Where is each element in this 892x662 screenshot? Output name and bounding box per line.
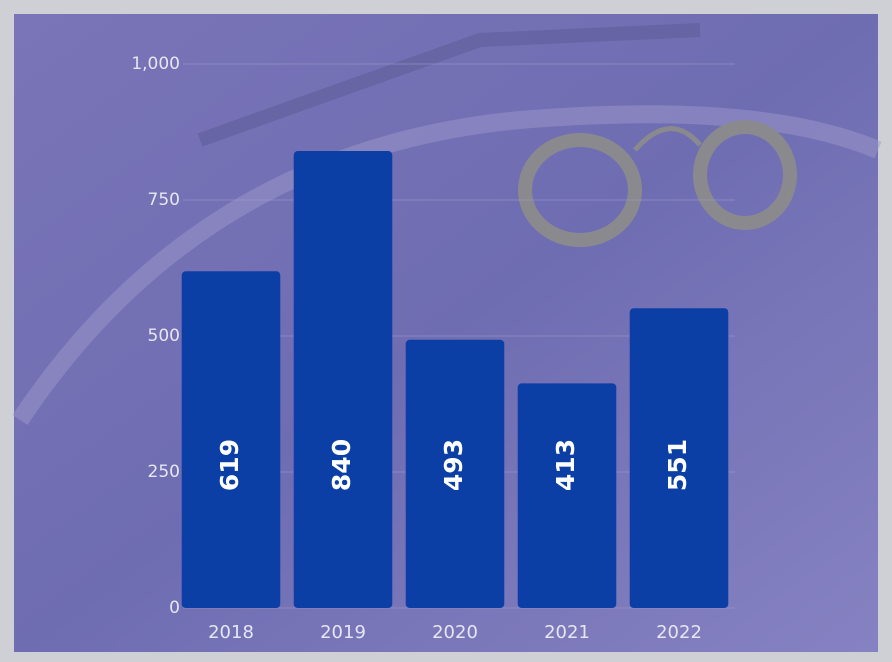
x-tick-label: 2020 — [432, 622, 478, 643]
x-tick-label: 2021 — [544, 622, 590, 643]
background-shape — [12, 105, 882, 425]
x-tick-label: 2018 — [208, 622, 254, 643]
bar — [517, 383, 617, 608]
handcuff-chain — [633, 126, 702, 152]
handcuff-ring — [518, 133, 642, 247]
y-tick-label: 1,000 — [131, 54, 180, 74]
value-label: 619 — [215, 439, 244, 491]
bar — [181, 271, 281, 608]
value-label: 551 — [663, 439, 692, 491]
value-label: 493 — [439, 439, 468, 491]
y-tick-label: 0 — [169, 598, 180, 618]
handcuff-ring — [693, 120, 797, 230]
value-label: 413 — [551, 439, 580, 491]
bar — [293, 151, 393, 609]
bar — [629, 308, 729, 608]
background-shape — [197, 23, 701, 147]
bar — [405, 339, 505, 608]
y-tick-label: 250 — [148, 462, 180, 482]
value-label: 840 — [327, 439, 356, 491]
y-tick-label: 500 — [148, 326, 180, 346]
handcuffs — [518, 120, 797, 247]
y-tick-label: 750 — [148, 190, 180, 210]
x-tick-label: 2019 — [320, 622, 366, 643]
x-tick-label: 2022 — [656, 622, 702, 643]
